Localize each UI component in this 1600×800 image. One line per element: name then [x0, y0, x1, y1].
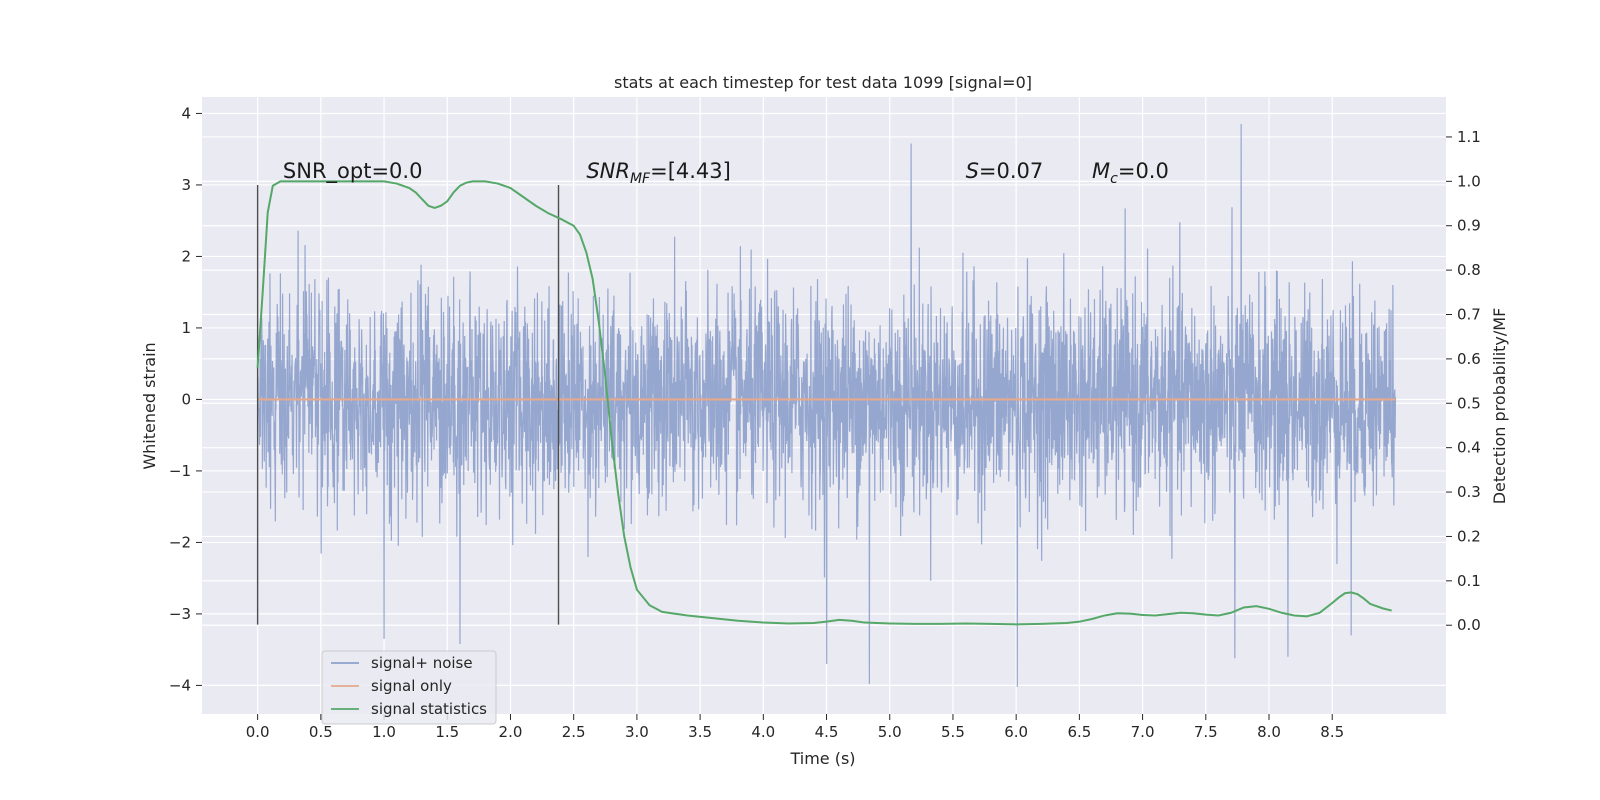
legend-label-signal-only: signal only	[371, 677, 452, 695]
y-right-tick-label: 1.0	[1457, 172, 1481, 190]
annotation-mc-value: Mc=0.0	[1092, 159, 1169, 187]
y-tick-label: −2	[169, 533, 191, 551]
legend-box	[321, 650, 497, 725]
x-tick-label: 8.5	[1320, 723, 1344, 741]
x-tick-label: 2.0	[499, 723, 523, 741]
y-right-tick-label: 0.8	[1457, 261, 1481, 279]
x-tick-label: 6.5	[1067, 723, 1091, 741]
y-right-tick-label: 0.2	[1457, 527, 1481, 545]
series-signal-plus-noise	[257, 124, 1397, 687]
x-tick-label: 3.5	[688, 723, 712, 741]
x-tick-label: 7.0	[1131, 723, 1155, 741]
annotation-snr-mf: SNRMF=[4.43]	[586, 159, 731, 187]
y-tick-label: −4	[169, 676, 191, 694]
x-tick-label: 6.0	[1004, 723, 1028, 741]
annotation-s-main: S	[966, 159, 979, 183]
annotation-snr-mf-main: SNR	[586, 159, 630, 183]
y-tick-label: 1	[181, 319, 191, 337]
annotations: SNR_opt=0.0 SNRMF=[4.43] S=0.07 Mc=0.0	[283, 159, 1169, 187]
annotation-s-value: S=0.07	[966, 159, 1044, 183]
y-right-tick-label: 0.5	[1457, 394, 1481, 412]
x-tick-label: 0.5	[309, 723, 333, 741]
y-tick-label: −3	[169, 605, 191, 623]
annotation-s-rest: =0.07	[979, 159, 1043, 183]
y-tick-label: 4	[181, 104, 191, 122]
legend-label-signal-statistics: signal statistics	[371, 700, 487, 718]
annotation-mc-rest: =0.0	[1118, 159, 1169, 183]
y-tick-label: 2	[181, 247, 191, 265]
y-tick-label: 3	[181, 176, 191, 194]
legend: signal+ noise signal only signal statist…	[321, 650, 497, 725]
y-tick-label: 0	[181, 390, 191, 408]
y-right-tick-label: 0.4	[1457, 439, 1481, 457]
x-tick-label: 0.0	[246, 723, 270, 741]
y-right-tick-label: 0.1	[1457, 572, 1481, 590]
annotation-mc-main: M	[1092, 159, 1110, 183]
annotation-snr-mf-sub: MF	[630, 171, 651, 187]
y-axis-label-right: Detection probability/MF	[1490, 308, 1509, 505]
x-tick-label: 4.5	[815, 723, 839, 741]
y-right-tick-label: 0.7	[1457, 306, 1481, 324]
x-tick-label: 3.0	[625, 723, 649, 741]
x-tick-label: 7.5	[1194, 723, 1218, 741]
y-right-tick-label: 0.0	[1457, 616, 1481, 634]
x-tick-label: 5.0	[878, 723, 902, 741]
series-signal-statistics	[256, 180, 1392, 626]
y-ticks-left: 4 3 2 1 0 −1 −2 −3 −4	[169, 104, 202, 694]
annotation-mc-sub: c	[1110, 171, 1118, 187]
y-right-tick-label: 0.9	[1457, 217, 1481, 235]
annotation-snr-opt: SNR_opt=0.0	[283, 159, 423, 184]
x-tick-label: 1.5	[435, 723, 459, 741]
y-ticks-right: 1.1 1.0 0.9 0.8 0.7 0.6 0.5 0.4 0.3 0.2 0.1 0.0	[1446, 128, 1481, 634]
y-right-tick-label: 0.3	[1457, 483, 1481, 501]
x-tick-label: 8.0	[1257, 723, 1281, 741]
x-tick-label: 1.0	[372, 723, 396, 741]
legend-label-signal-plus-noise: signal+ noise	[371, 654, 473, 672]
y-right-tick-label: 1.1	[1457, 128, 1481, 146]
x-tick-label: 2.5	[562, 723, 586, 741]
y-tick-label: −1	[169, 462, 191, 480]
y-right-tick-label: 0.6	[1457, 350, 1481, 368]
y-axis-label: Whitened strain	[140, 342, 159, 469]
x-axis-label: Time (s)	[789, 749, 855, 768]
chart-title: stats at each timestep for test data 109…	[614, 73, 1032, 92]
vertical-markers	[256, 184, 560, 625]
x-tick-label: 5.5	[941, 723, 965, 741]
x-ticks: 0.0 0.5 1.0 1.5 2.0 2.5 3.0 3.5 4.0 4.5 5.0 5.5 6.0 6…	[246, 714, 1344, 741]
x-tick-label: 4.0	[751, 723, 775, 741]
plot-content	[256, 124, 1397, 687]
annotation-snr-mf-rest: =[4.43]	[650, 159, 731, 183]
